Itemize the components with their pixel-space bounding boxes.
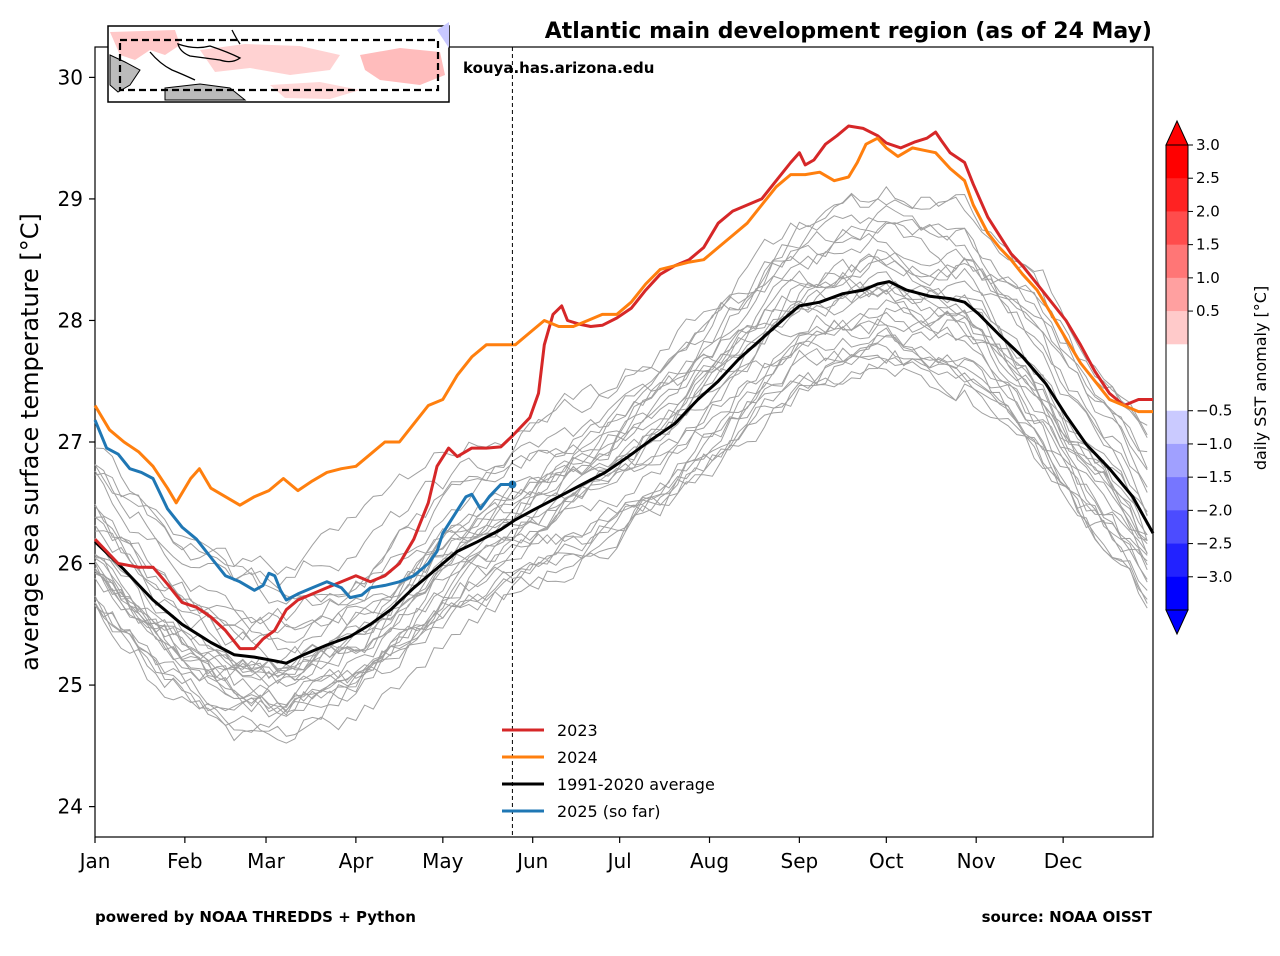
plot-area	[93, 46, 1155, 838]
website-label: kouya.has.arizona.edu	[463, 59, 654, 77]
historical-year-line	[94, 334, 1148, 733]
series-line-2024	[93, 136, 1153, 507]
colorbar-segment	[1166, 311, 1188, 345]
inset-region-box	[118, 38, 440, 92]
historical-year-line	[94, 326, 1148, 742]
colorbar-tick-label: −1.0	[1196, 435, 1232, 453]
series-line-2023	[93, 124, 1153, 651]
historical-year-line	[94, 185, 1148, 654]
historical-year-line	[94, 275, 1148, 677]
x-tick-label: Mar	[247, 849, 286, 873]
colorbar-tick-label: −0.5	[1196, 402, 1232, 420]
historical-year-line	[94, 248, 1148, 607]
series-line-1991-2020-average	[93, 280, 1155, 665]
colorbar-segment	[1166, 244, 1188, 279]
historical-year-line	[94, 232, 1148, 576]
colorbar-extend-top	[1165, 119, 1189, 146]
series-lines	[93, 124, 1155, 665]
inset-map	[107, 22, 450, 103]
x-tick-label: Feb	[167, 849, 202, 873]
chart-title: Atlantic main development region (as of …	[545, 19, 1152, 44]
credit-right: source: NOAA OISST	[982, 908, 1153, 926]
legend-label: 2025 (so far)	[557, 802, 661, 821]
historical-year-lines	[94, 185, 1148, 744]
x-tick-label: Aug	[690, 849, 729, 873]
colorbar-tick-label: −2.0	[1196, 501, 1232, 519]
historical-year-line	[94, 334, 1148, 688]
y-tick-label: 30	[58, 65, 83, 89]
x-tick-label: Jun	[515, 849, 548, 873]
colorbar-tick-label: 1.0	[1196, 269, 1220, 287]
colorbar-segment	[1166, 410, 1188, 445]
colorbar-tick-label: −3.0	[1196, 568, 1232, 586]
historical-year-line	[94, 205, 1148, 600]
historical-year-line	[94, 280, 1148, 626]
x-tick-label: May	[422, 849, 464, 873]
colorbar-segment	[1166, 178, 1188, 212]
y-axis-label: average sea surface temperature [°C]	[16, 213, 44, 671]
y-tick-label: 25	[58, 673, 83, 697]
colorbar-segment	[1166, 145, 1188, 179]
legend-label: 1991-2020 average	[557, 775, 715, 794]
colorbar-segment	[1166, 543, 1188, 578]
colorbar-segment	[1166, 377, 1188, 412]
legend-label: 2024	[557, 748, 598, 767]
historical-year-line	[94, 299, 1148, 708]
colorbar-segment	[1166, 443, 1188, 478]
colorbar-segment	[1166, 576, 1188, 611]
historical-year-line	[94, 249, 1148, 589]
colorbar-tick-label: −1.5	[1196, 468, 1232, 486]
y-tick-label: 27	[58, 430, 83, 454]
x-tick-label: Jul	[606, 849, 632, 873]
colorbar-segment	[1166, 344, 1188, 378]
historical-year-line	[94, 354, 1148, 713]
colorbar-extend-bottom	[1165, 609, 1189, 636]
historical-year-line	[94, 222, 1148, 671]
plot-frame	[94, 46, 1154, 838]
x-tick-label: Oct	[869, 849, 904, 873]
colorbar-segment	[1166, 277, 1188, 312]
historical-year-line	[94, 255, 1148, 713]
colorbar-segment	[1166, 477, 1188, 511]
x-axis-ticks: Jan Feb Mar Apr May Jun Jul Aug Sep Oct Nov Dec	[78, 837, 1083, 873]
series-line-2025-so-far-	[93, 419, 513, 602]
colorbar-tick-label: 2.0	[1196, 202, 1220, 220]
colorbar-tick-label: −2.5	[1196, 535, 1232, 553]
x-tick-label: Jan	[78, 849, 111, 873]
colorbar-segment	[1166, 510, 1188, 545]
y-axis-ticks: 24 25 26 27 28 29 30	[58, 65, 95, 819]
colorbar-frame	[1165, 144, 1189, 611]
colorbar: 3.0 2.5 2.0 1.5 1.0 0.5 −0.5 −1.0 −1.5 −2.0 −2.5 −3…	[1165, 119, 1232, 636]
historical-year-line	[94, 357, 1148, 718]
x-tick-label: Sep	[781, 849, 819, 873]
historical-year-line	[94, 221, 1148, 678]
colorbar-tick-label: 1.5	[1196, 236, 1220, 254]
colorbar-tick-label: 0.5	[1196, 302, 1220, 320]
historical-year-line	[94, 349, 1148, 700]
historical-year-line	[94, 285, 1148, 716]
colorbar-segment	[1166, 211, 1188, 246]
historical-year-line	[94, 306, 1148, 641]
historical-year-line	[94, 281, 1148, 678]
y-tick-label: 26	[58, 552, 83, 576]
legend-label: 2023	[557, 721, 598, 740]
colorbar-tick-label: 2.5	[1196, 169, 1220, 187]
x-tick-label: Apr	[339, 849, 374, 873]
credit-left: powered by NOAA THREDDS + Python	[95, 908, 416, 926]
x-tick-label: Dec	[1044, 849, 1083, 873]
historical-year-line	[94, 288, 1148, 744]
historical-year-line	[94, 343, 1148, 685]
historical-year-line	[94, 193, 1148, 629]
colorbar-label: daily SST anomaly [°C]	[1251, 286, 1270, 470]
colorbar-tick-label: 3.0	[1196, 136, 1220, 154]
legend: 2023 2024 1991-2020 average 2025 (so far)	[502, 721, 715, 821]
y-tick-label: 24	[58, 795, 83, 819]
historical-year-line	[94, 324, 1148, 717]
x-tick-label: Nov	[957, 849, 996, 873]
y-tick-label: 28	[58, 308, 83, 332]
historical-year-line	[94, 214, 1148, 643]
y-tick-label: 29	[58, 187, 83, 211]
